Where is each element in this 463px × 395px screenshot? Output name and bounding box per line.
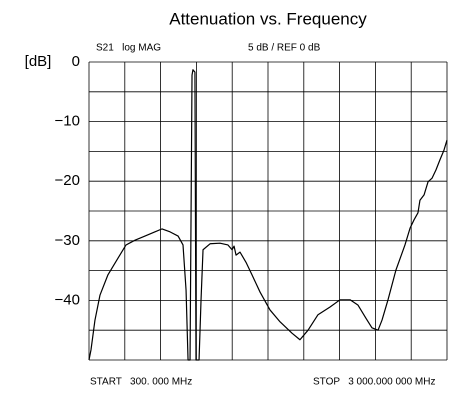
y-tick-label: −30 bbox=[55, 232, 80, 249]
stop-label: STOP 3 000.000 000 MHz bbox=[313, 377, 435, 388]
y-tick-label: −20 bbox=[55, 172, 80, 189]
start-label: START 300. 000 MHz bbox=[90, 377, 192, 388]
chart-title: Attenuation vs. Frequency bbox=[169, 9, 367, 28]
y-tick-label: 0 bbox=[72, 53, 80, 70]
y-tick-label: −10 bbox=[55, 113, 80, 130]
annotation: S21 log MAG bbox=[96, 43, 161, 54]
annotation: 5 dB / REF 0 dB bbox=[248, 43, 321, 54]
y-axis-label: [dB] bbox=[25, 53, 52, 70]
trace-line bbox=[88, 69, 448, 361]
y-tick-label: −40 bbox=[55, 291, 80, 308]
